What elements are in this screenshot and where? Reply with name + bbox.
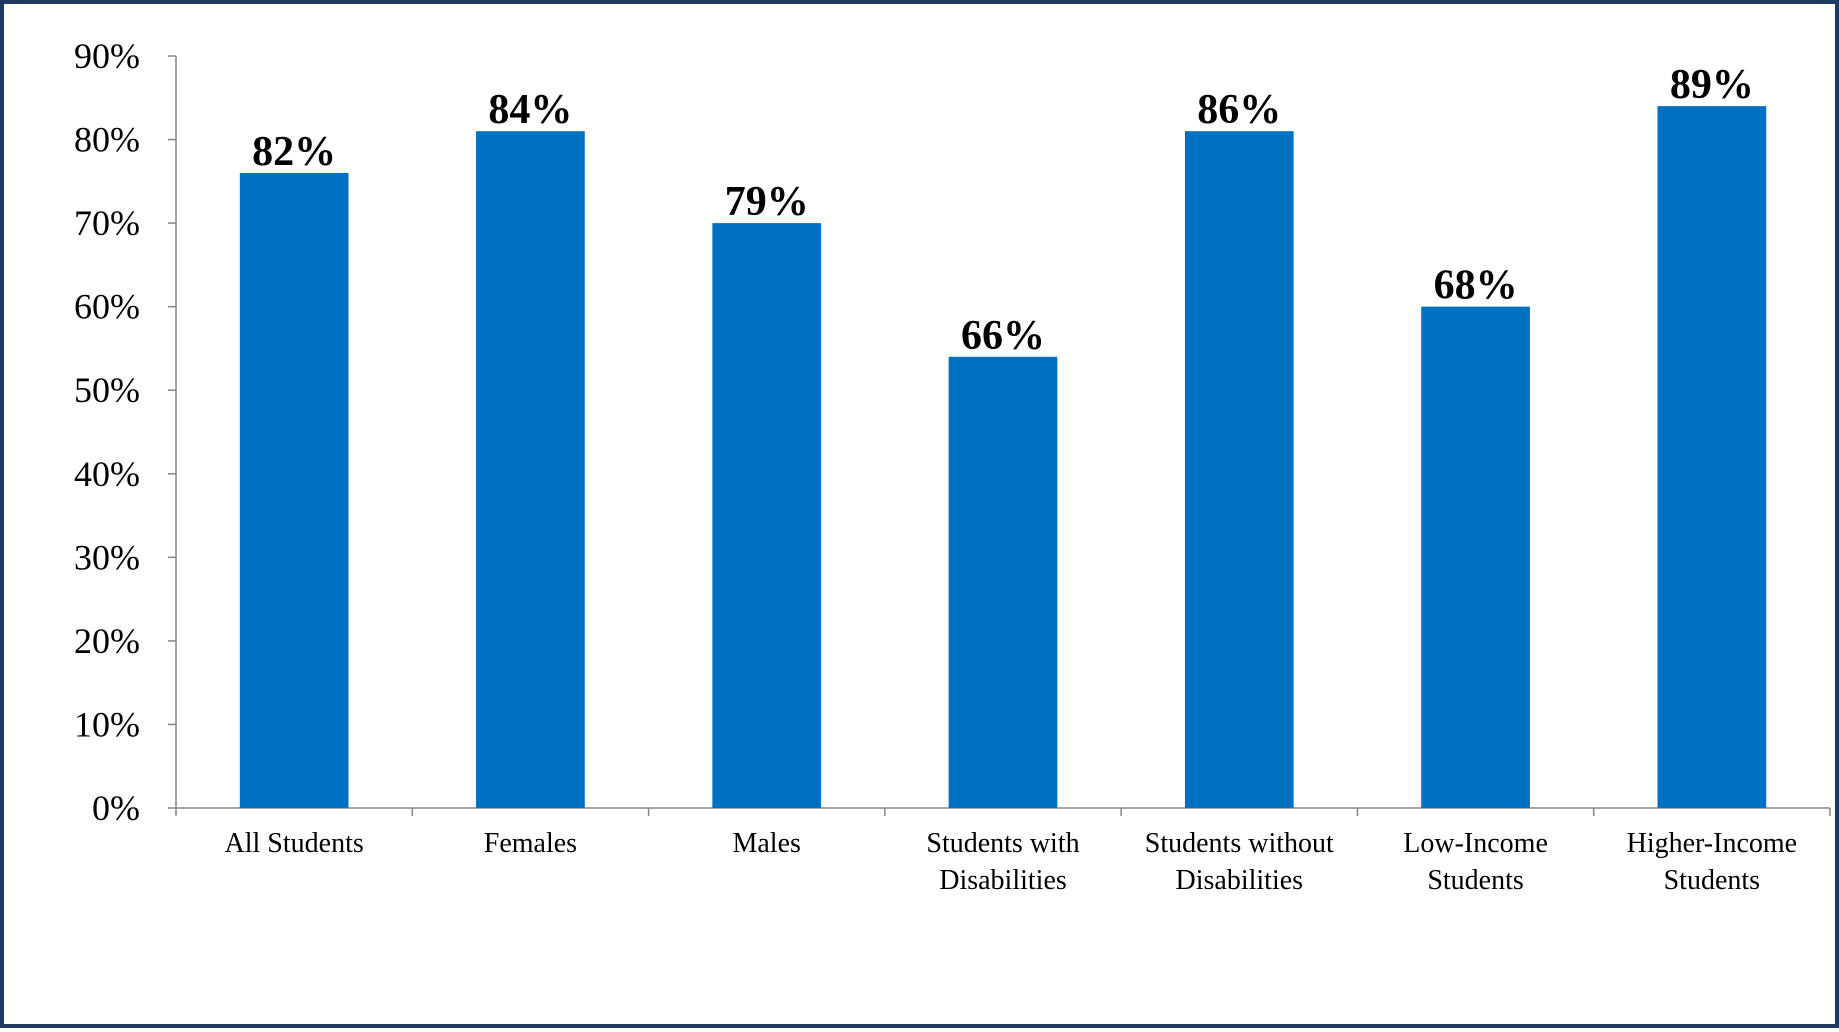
bars xyxy=(239,106,1767,809)
y-tick-label: 10% xyxy=(74,704,140,744)
x-tick-label: Higher-Income Students xyxy=(1627,828,1797,896)
x-tick-label: Males xyxy=(732,828,800,859)
y-axis: 0% 10% 20% 30% 40% 50% 60% 70% 80% 90% xyxy=(74,36,177,828)
x-tick-label-line: Disabilities xyxy=(939,865,1067,896)
x-axis: All Students Females Males Students with Dis… xyxy=(175,807,1831,896)
x-tick-label-line: Students xyxy=(1427,865,1523,896)
y-tick-label: 90% xyxy=(74,36,140,76)
data-label: 86% xyxy=(1197,87,1281,133)
x-tick-label-line: All Students xyxy=(225,828,364,859)
x-tick-label-line: Low-Income xyxy=(1403,828,1548,859)
y-tick-label: 0% xyxy=(92,788,140,828)
data-label: 68% xyxy=(1434,263,1518,309)
x-tick-label: Students with Disabilities xyxy=(926,828,1079,896)
bar xyxy=(1421,306,1530,808)
y-tick-label: 20% xyxy=(74,621,140,661)
data-label: 84% xyxy=(488,87,572,133)
x-tick-label: Students without Disabilities xyxy=(1145,828,1334,896)
data-label: 89% xyxy=(1670,62,1754,108)
bar xyxy=(712,223,822,809)
bar xyxy=(1657,106,1767,809)
bar-chart: 0% 10% 20% 30% 40% 50% 60% 70% 80% 90% All Studen… xyxy=(74,36,1831,896)
bar xyxy=(1184,131,1294,808)
y-tick-label: 80% xyxy=(74,120,140,160)
x-tick-label-line: Students with xyxy=(926,828,1079,859)
y-tick-label: 50% xyxy=(74,370,140,410)
x-tick-label: All Students xyxy=(225,828,364,859)
x-tick-label-line: Students xyxy=(1664,865,1760,896)
x-tick-label-line: Students without xyxy=(1145,828,1334,859)
y-tick-label: 30% xyxy=(74,537,140,577)
x-tick-label: Females xyxy=(484,828,577,859)
data-label: 79% xyxy=(725,179,809,225)
data-label: 66% xyxy=(961,313,1045,359)
x-tick-label-line: Males xyxy=(732,828,800,859)
data-labels: 82% 84% 79% 66% 86% 68% 89% xyxy=(252,62,1754,359)
y-tick-label: 60% xyxy=(74,287,140,327)
y-tick-label: 70% xyxy=(74,203,140,243)
x-tick-label: Low-Income Students xyxy=(1403,828,1548,896)
y-tick-label: 40% xyxy=(74,454,140,494)
bar xyxy=(476,131,585,808)
bar xyxy=(948,356,1058,808)
bar xyxy=(239,172,349,808)
x-tick-label-line: Disabilities xyxy=(1176,865,1304,896)
x-tick-label-line: Females xyxy=(484,828,577,859)
data-label: 82% xyxy=(252,129,336,175)
x-tick-label-line: Higher-Income xyxy=(1627,828,1797,859)
